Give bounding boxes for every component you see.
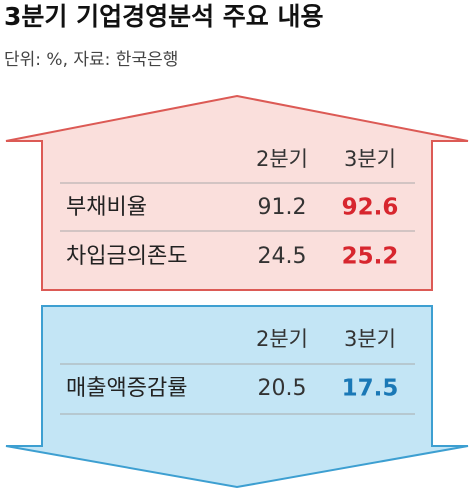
row-label: 부채비율 — [66, 195, 147, 220]
column-header: 2분기 — [256, 327, 308, 351]
down-arrow — [5, 305, 469, 489]
column-header: 3분기 — [344, 147, 396, 171]
row-label: 매출액증감률 — [66, 376, 187, 401]
value-highlight: 92.6 — [342, 195, 399, 221]
column-header: 2분기 — [256, 147, 308, 171]
row-label: 차입금의존도 — [66, 244, 187, 269]
up-arrow — [5, 94, 469, 291]
subtitle: 단위: %, 자료: 한국은행 — [4, 50, 178, 70]
value-highlight: 17.5 — [342, 376, 399, 402]
column-header: 3분기 — [344, 327, 396, 351]
value: 20.5 — [258, 376, 307, 401]
title: 3분기 기업경영분석 주요 내용 — [4, 2, 324, 31]
value: 91.2 — [258, 195, 307, 220]
value: 24.5 — [258, 244, 307, 269]
value-highlight: 25.2 — [342, 244, 399, 270]
